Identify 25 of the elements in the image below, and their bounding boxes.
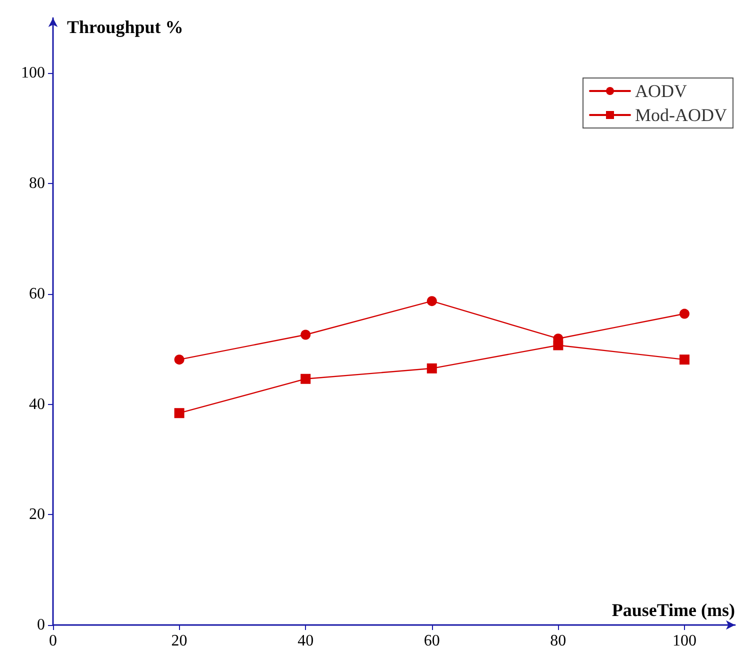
point (426, 296, 437, 306)
x-tick-label: 0 (49, 632, 57, 650)
y-tick-label: 80 (29, 175, 45, 192)
legend-label: AODV (635, 81, 688, 101)
point (174, 354, 184, 365)
point (553, 340, 564, 350)
point (679, 354, 690, 365)
y-tick-label: 0 (37, 616, 45, 634)
y-tick-label: 60 (29, 285, 45, 302)
point (174, 408, 184, 418)
point (300, 374, 311, 384)
x-tick-label: 60 (424, 632, 440, 650)
point (426, 363, 437, 374)
point (679, 308, 690, 319)
legend-label: Mod-AODV (635, 105, 728, 125)
x-tick-label: 100 (672, 632, 696, 650)
y-axis-title: Throughput % (67, 17, 184, 37)
y-tick-label: 20 (29, 506, 45, 524)
y-tick-label: 100 (21, 64, 45, 82)
y-tick-label: 40 (29, 396, 45, 413)
point (300, 330, 311, 340)
x-tick-label: 40 (298, 632, 314, 650)
x-axis-title: PauseTime (ms) (612, 600, 735, 620)
x-tick-label: 20 (171, 632, 188, 650)
x-tick-label: 80 (550, 632, 566, 650)
